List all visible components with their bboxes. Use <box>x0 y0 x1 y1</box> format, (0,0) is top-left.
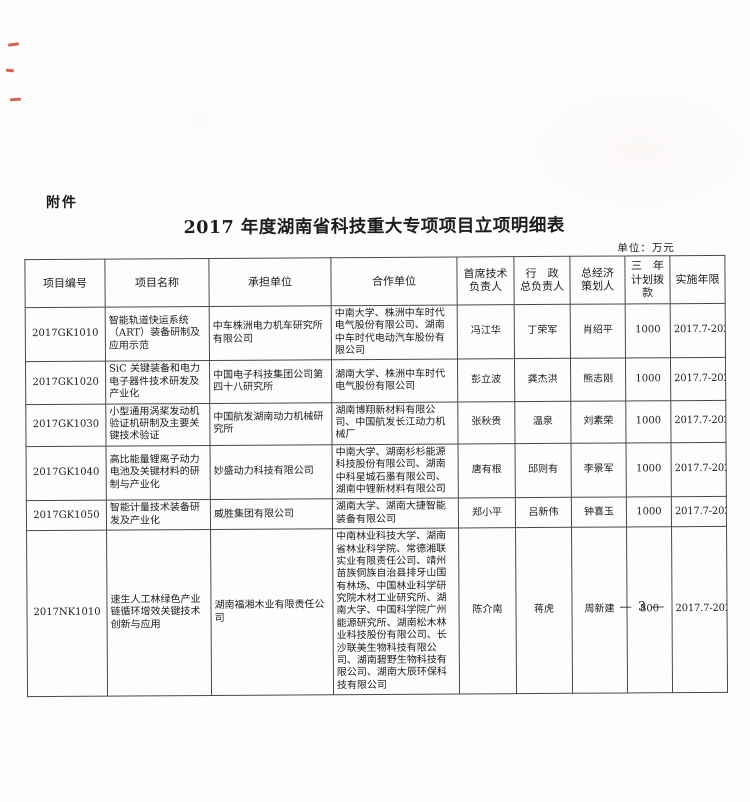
cell-undertaker: 中国电子科技集团公司第四十八研究所 <box>209 360 332 404</box>
cell-chief-tech: 彭立波 <box>457 359 515 402</box>
col-header-undertaker: 承担单位 <box>208 257 332 307</box>
table-row: 2017GK1020 SiC 关键装备和电力电子器件技术研发及产业化 中国电子科… <box>25 357 726 405</box>
header-row: 项目编号 项目名称 承担单位 合作单位 首席技术 负责人 行 政总负责人 总经济策… <box>24 255 726 308</box>
table-row: 2017GK1010 智能轨道快运系统（ART）装备研制及应用示范 中车株洲电力… <box>25 303 726 363</box>
cell-project-code: 2017GK1010 <box>25 307 106 363</box>
cell-economic-planner: 肖绍平 <box>570 303 626 359</box>
col-header-partners: 合作单位 <box>330 256 458 306</box>
cell-project-code: 2017GK1040 <box>26 445 107 501</box>
cell-period: 2017.7-2020.6 <box>671 442 727 498</box>
cell-funding: 1000 <box>625 358 671 401</box>
col-header-project-name: 项目名称 <box>104 258 210 308</box>
col-header-economic-planner: 总经济 策划人 <box>569 255 626 305</box>
cell-admin-head: 蒋虎 <box>515 527 573 694</box>
cell-partners: 中南林业科技大学、湖南省林业科学院、常德湘联实业有限责任公司、靖州苗族侗族自治县… <box>332 528 460 695</box>
cell-project-code: 2017NK1010 <box>26 530 108 697</box>
cell-partners: 中南大学、株洲中车时代电气股份有限公司、湖南中车时代电动汽车股份有限公司 <box>331 304 458 361</box>
cell-admin-head: 丁荣军 <box>514 304 571 360</box>
cell-project-code: 2017GK1030 <box>25 403 107 447</box>
cell-project-name: 速生人工林绿色产业链循环增效关键技术创新与应用 <box>106 529 212 697</box>
cell-project-name: 智能计量技术装备研发及产业化 <box>106 499 211 531</box>
cell-partners: 湖南博翔新材料有限公司、中国航发长江动力机械厂 <box>331 401 459 445</box>
col-header-period: 实施年限 <box>669 255 726 304</box>
cell-period: 2017.7-2020.6 <box>670 303 726 359</box>
cell-project-name: 小型通用涡桨发动机验证机研制及主要关键技术验证 <box>105 403 211 446</box>
cell-funding: 1000 <box>626 497 672 528</box>
cell-undertaker: 威胜集团有限公司 <box>210 499 333 530</box>
table-row: 2017GK1050 智能计量技术装备研发及产业化 威胜集团有限公司 湖南大学、… <box>26 496 727 531</box>
cell-economic-planner: 刘素荣 <box>570 400 627 444</box>
cell-undertaker: 妙盛动力科技有限公司 <box>210 444 333 500</box>
col-header-admin-head: 行 政总负责人 <box>513 256 571 305</box>
cell-admin-head: 吕新伟 <box>515 497 572 528</box>
cell-project-name: 智能轨道快运系统（ART）装备研制及应用示范 <box>105 306 210 362</box>
col-header-project-code: 项目编号 <box>24 259 106 308</box>
cell-chief-tech: 陈介南 <box>458 527 517 695</box>
cell-undertaker: 中国航发湖南动力机械研究所 <box>209 402 333 446</box>
cell-funding: 1000 <box>625 400 672 443</box>
cell-funding: 1000 <box>625 303 671 359</box>
cell-chief-tech: 唐有根 <box>458 443 516 499</box>
cell-admin-head: 邱则有 <box>515 443 572 498</box>
cell-partners: 湖南大学、株洲中车时代电气股份有限公司 <box>331 359 458 403</box>
cell-period: 2017.7-2020.6 <box>670 357 726 401</box>
cell-project-name: 高比能量锂离子动力电池及关键材料的研制与产业化 <box>106 445 211 501</box>
attachment-label: 附件 <box>45 194 79 212</box>
cell-chief-tech: 张秋贵 <box>457 401 516 444</box>
unit-note: 单位：万元 <box>617 242 675 255</box>
cell-admin-head: 温泉 <box>514 400 572 444</box>
cell-partners: 湖南大学、湖南大捷智能装备有限公司 <box>332 498 459 529</box>
cell-project-code: 2017GK1050 <box>26 500 107 531</box>
page-number: — 3 — <box>619 598 666 614</box>
cell-chief-tech: 郑小平 <box>458 497 516 529</box>
cell-economic-planner: 熊志刚 <box>570 358 626 401</box>
cell-admin-head: 龚杰洪 <box>514 358 571 402</box>
cell-undertaker: 中车株洲电力机车研究所有限公司 <box>209 305 332 361</box>
cell-period: 2017.7-2020.6 <box>670 399 727 443</box>
table-row: 2017GK1040 高比能量锂离子动力电池及关键材料的研制与产业化 妙盛动力科… <box>26 442 727 501</box>
cell-undertaker: 湖南福湘木业有限责任公司 <box>210 528 334 696</box>
cell-chief-tech: 冯江华 <box>457 304 515 360</box>
cell-period: 2017.7-2020.6 <box>671 496 727 527</box>
cell-economic-planner: 钟喜玉 <box>571 497 627 528</box>
cell-economic-planner: 李景军 <box>571 442 627 498</box>
projects-table: 项目编号 项目名称 承担单位 合作单位 首席技术 负责人 行 政总负责人 总经济策… <box>24 255 728 697</box>
page-title: 2017 年度湖南省科技重大专项项目立项明细表 <box>183 215 565 239</box>
cell-partners: 中南大学、湖南杉杉能源科技股份有限公司、湖南中科星城石墨有限公司、湖南中锂新材料… <box>332 443 459 500</box>
col-header-chief-tech: 首席技术 负责人 <box>456 256 515 305</box>
cell-project-code: 2017GK1020 <box>25 361 106 405</box>
cell-project-name: SiC 关键装备和电力电子器件技术研发及产业化 <box>105 360 210 404</box>
cell-funding: 1000 <box>626 442 672 498</box>
col-header-funding: 三 年计划拨款 <box>624 255 671 304</box>
table-row: 2017GK1030 小型通用涡桨发动机验证机研制及主要关键技术验证 中国航发湖… <box>25 399 727 447</box>
